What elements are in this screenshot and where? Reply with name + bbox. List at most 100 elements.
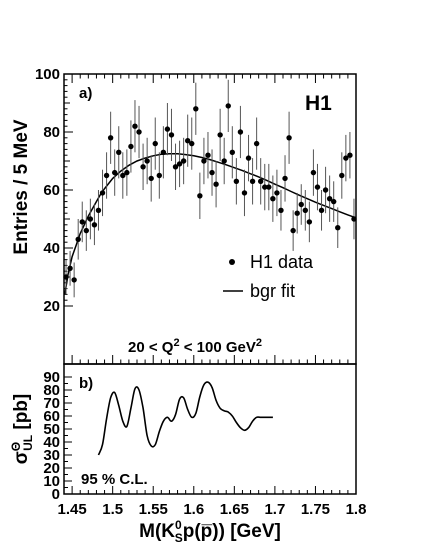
h1-logo: H1 [305, 92, 332, 115]
data-point [351, 216, 357, 222]
data-point [124, 169, 130, 176]
b-y-tick-label: 70 [43, 395, 60, 412]
data-point [286, 135, 292, 141]
data-point [347, 152, 353, 158]
data-point [67, 265, 73, 271]
x-tick-label: 1.65 [220, 501, 249, 518]
b-y-tick-label: 60 [43, 408, 60, 425]
panel-b-label: b) [79, 375, 93, 392]
data-point [172, 164, 179, 170]
b-y-tick-label: 0 [52, 486, 60, 503]
panel-a-y-tick-labels: 20 40 60 80 100 [35, 66, 60, 315]
panel-a-ticks [63, 73, 357, 364]
data-point [63, 274, 69, 280]
data-point [160, 149, 167, 155]
sigma-subscript: UL [21, 435, 35, 451]
y-tick-label: 20 [43, 298, 60, 315]
legend-data-marker [229, 259, 235, 265]
data-point [71, 277, 77, 283]
panel-a-label: a) [79, 85, 92, 102]
data-point [136, 129, 142, 135]
b-y-tick-label: 20 [43, 460, 60, 477]
y-tick-label: 60 [43, 182, 60, 199]
data-point [343, 155, 349, 161]
data-point [310, 169, 317, 176]
data-point [326, 196, 333, 202]
b-y-tick-label: 50 [43, 421, 60, 438]
sigma-ul-curve [97, 381, 273, 456]
b-y-tick-label: 40 [43, 434, 60, 451]
data-point [253, 140, 260, 147]
data-point [205, 152, 211, 158]
data-point [156, 172, 163, 179]
data-point [140, 164, 146, 170]
data-point [229, 149, 236, 155]
b-y-tick-label: 80 [43, 382, 60, 399]
q2-text-sup2: 2 [256, 337, 262, 349]
data-point [111, 169, 118, 176]
panel-b-y-axis-title: σΘUL [pb] [9, 394, 35, 465]
sigma-unit: [pb] [11, 394, 32, 435]
data-point [237, 129, 244, 135]
data-point [193, 106, 199, 112]
sigma-superscript: Θ [9, 442, 23, 451]
data-point [314, 184, 321, 190]
x-axis-title: M(K0 Sp(p̅)) [GeV] [139, 518, 281, 545]
b-y-tick-label: 10 [43, 473, 60, 490]
x-tick-labels: 1.45 1.5 1.55 1.6 1.65 1.7 1.75 1.8 [58, 501, 367, 518]
b-y-tick-label: 90 [43, 369, 60, 386]
data-point [168, 132, 175, 138]
data-point [79, 219, 85, 225]
h1-data-layer [63, 79, 357, 298]
data-point [262, 184, 268, 190]
data-point [148, 175, 154, 182]
data-point [144, 158, 150, 164]
data-point [274, 190, 280, 196]
data-point [245, 155, 252, 161]
data-point [99, 190, 106, 196]
legend-fit-label: bgr fit [250, 281, 295, 301]
x-title-sub: S [175, 531, 183, 545]
data-point [335, 225, 341, 231]
x-title-sup: 0 [175, 518, 182, 532]
x-tick-label: 1.45 [58, 501, 87, 518]
data-point [164, 126, 171, 132]
data-point [294, 210, 300, 216]
data-point [249, 178, 256, 184]
data-point [270, 196, 276, 202]
panel-b-ticks [63, 376, 357, 495]
y-tick-label: 100 [35, 66, 60, 83]
data-point [290, 227, 296, 234]
x-title-pre: M(K [139, 521, 175, 542]
x-tick-label: 1.5 [102, 501, 123, 518]
data-point [266, 184, 272, 190]
x-tick-label: 1.55 [139, 501, 168, 518]
x-tick-label: 1.75 [301, 501, 330, 518]
data-point [298, 201, 304, 208]
data-point [83, 227, 90, 234]
data-point [339, 172, 345, 179]
data-point [209, 169, 215, 176]
data-point [302, 207, 309, 213]
data-point [95, 207, 102, 213]
data-point [330, 198, 337, 205]
data-point [128, 143, 134, 150]
data-point [75, 236, 81, 242]
data-point [213, 181, 219, 187]
data-point [116, 149, 122, 155]
confidence-level-annotation: 95 % C.L. [81, 471, 148, 488]
data-point [241, 190, 248, 196]
data-point [120, 172, 126, 179]
data-point [180, 158, 187, 164]
data-point [225, 103, 231, 109]
data-point [132, 123, 138, 129]
data-point [217, 132, 223, 138]
data-point [197, 193, 203, 199]
data-point [233, 178, 240, 184]
y-tick-label: 40 [43, 240, 60, 257]
bgr-fit-curve [64, 153, 357, 295]
data-point [184, 138, 191, 144]
